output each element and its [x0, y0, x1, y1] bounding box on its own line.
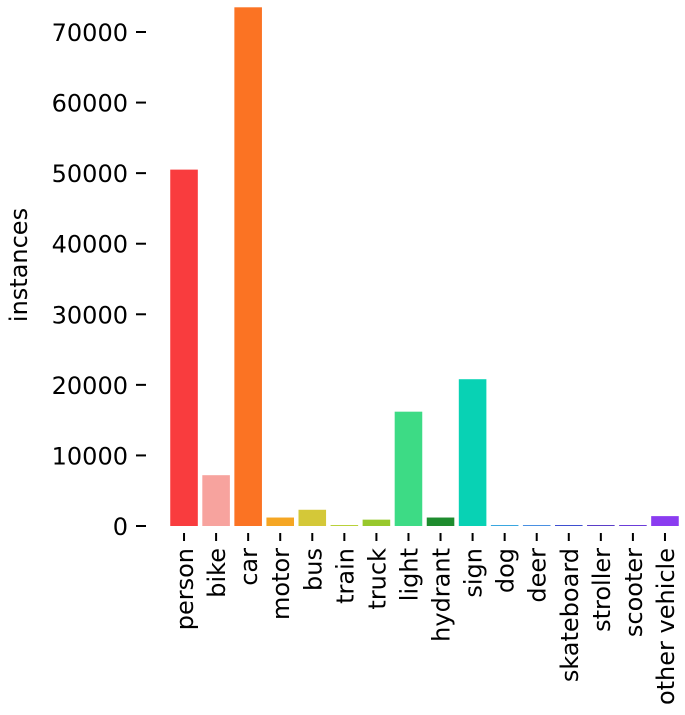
bar-hydrant [426, 517, 455, 526]
y-tick-label: 10000 [52, 442, 128, 470]
x-axis: person bike car motor bus train truck light hydr… [171, 533, 680, 705]
y-tick-label: 20000 [52, 372, 128, 400]
bar-truck [362, 519, 391, 526]
bar-person [170, 169, 198, 526]
x-tick-label: stroller [588, 548, 616, 632]
bar-bike [202, 475, 230, 526]
x-tick-label: sign [460, 548, 488, 598]
x-tick-label: dog [492, 548, 520, 593]
x-tick-label: bike [203, 548, 231, 598]
y-tick-label: 60000 [52, 90, 128, 118]
bars [170, 7, 679, 527]
x-tick-label: light [395, 548, 423, 601]
y-tick-label: 30000 [52, 301, 128, 329]
bar-bus [298, 509, 327, 526]
x-tick-label: hydrant [428, 548, 456, 642]
bar-sign [458, 379, 487, 526]
y-tick-label: 50000 [52, 160, 128, 188]
y-tick-label: 70000 [52, 19, 128, 47]
x-tick-label: train [331, 548, 359, 604]
x-tick-label: truck [363, 548, 391, 610]
bar-car [234, 7, 262, 527]
bar-scooter [619, 525, 647, 526]
bar-other-vehicle [651, 516, 679, 526]
y-axis: 0 10000 20000 30000 40000 50000 60000 70000 [52, 19, 146, 541]
bar-skateboard [554, 525, 583, 526]
x-tick-label: motor [267, 548, 295, 620]
bar-motor [266, 517, 295, 526]
x-tick-label: car [235, 548, 263, 586]
x-tick-label: skateboard [556, 548, 584, 682]
x-tick-label: other vehicle [652, 548, 680, 705]
bar-light [394, 411, 423, 526]
x-tick-label: bus [299, 548, 327, 591]
bar-stroller [587, 525, 615, 526]
bar-train [330, 525, 359, 526]
bar-dog [490, 525, 519, 526]
x-tick-label: scooter [620, 548, 648, 637]
x-tick-label: person [171, 548, 199, 630]
y-tick-label: 0 [113, 513, 128, 541]
y-tick-label: 40000 [52, 231, 128, 259]
bar-deer [522, 525, 551, 526]
x-tick-label: deer [524, 548, 552, 603]
y-axis-label: instances [5, 208, 33, 322]
